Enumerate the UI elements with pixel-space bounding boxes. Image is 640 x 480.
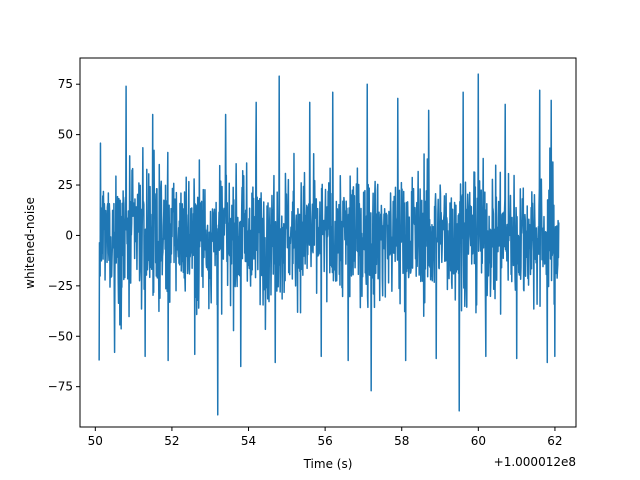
x-axis-label: Time (s) [303,457,353,471]
axes-frame [79,57,577,428]
x-tick-label: 54 [241,434,256,448]
x-tick-label: 62 [547,434,562,448]
x-tick-label: 50 [88,434,103,448]
x-tick-label: 52 [164,434,179,448]
y-tick-label: 0 [65,228,73,242]
y-axis-label: whitened-noise [23,197,37,289]
x-tick-label: 58 [394,434,409,448]
x-tick-label: 56 [317,434,332,448]
y-tick-label: 25 [58,178,73,192]
x-tick-label: 60 [471,434,486,448]
y-tick-label: −25 [48,279,73,293]
x-axis: 50 52 54 56 58 60 62 [88,427,563,448]
series-line-whitened-noise [98,73,560,416]
y-axis: −75 −50 −25 0 25 50 75 [48,77,80,394]
y-tick-label: −50 [48,329,73,343]
y-tick-label: −75 [48,380,73,394]
y-tick-label: 75 [58,77,73,91]
y-tick-label: 50 [58,128,73,142]
plot-area [98,73,560,416]
x-offset-label: +1.000012e8 [494,455,576,469]
